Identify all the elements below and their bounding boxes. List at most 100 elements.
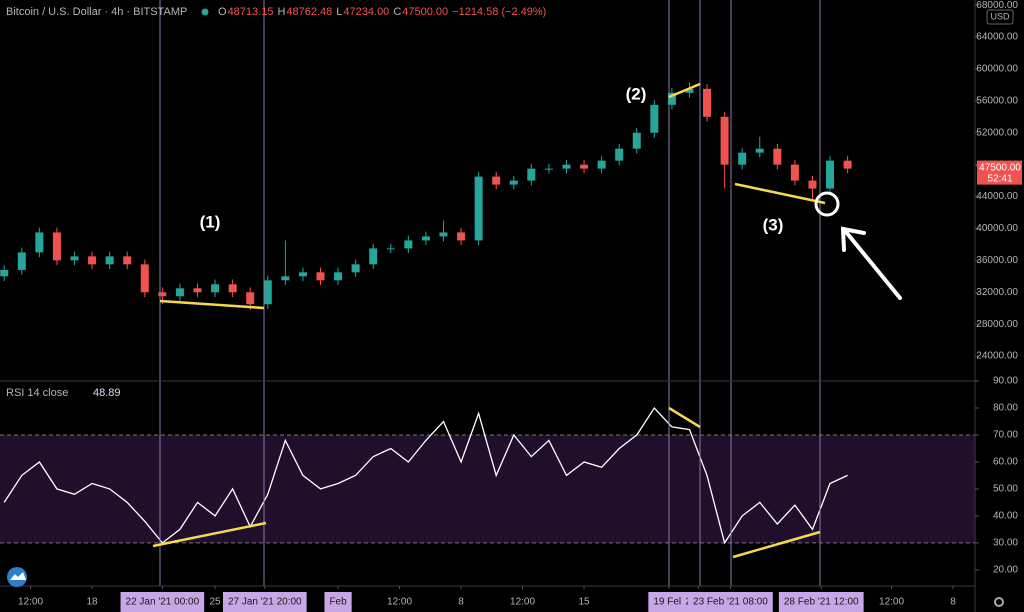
candle-body bbox=[562, 164, 571, 169]
y-tick-label: 32000.00 bbox=[976, 287, 1018, 298]
candle-body bbox=[527, 168, 536, 181]
y-tick-label: 90.00 bbox=[993, 376, 1018, 387]
candle-body bbox=[386, 248, 395, 250]
y-tick-label: 40.00 bbox=[993, 511, 1018, 522]
y-tick-label: 56000.00 bbox=[976, 95, 1018, 106]
candle-body bbox=[755, 148, 764, 153]
y-tick-label: 30.00 bbox=[993, 538, 1018, 549]
candle-body bbox=[211, 284, 220, 293]
x-tick-label: 12:00 bbox=[387, 597, 412, 608]
y-tick-label: 60.00 bbox=[993, 457, 1018, 468]
rsi-line bbox=[3, 406, 848, 545]
candle-body bbox=[70, 256, 79, 261]
y-tick-label: 36000.00 bbox=[976, 255, 1018, 266]
candle-body bbox=[369, 248, 378, 265]
candle-body bbox=[703, 88, 712, 117]
price-tag-price: 47500.00 bbox=[979, 162, 1021, 173]
x-tick-highlight bbox=[222, 592, 307, 612]
x-tick-label: 12:00 bbox=[510, 597, 535, 608]
y-tick-label: 52000.00 bbox=[976, 127, 1018, 138]
y-tick-label: 70.00 bbox=[993, 430, 1018, 441]
candle-body bbox=[808, 180, 817, 189]
candle-body bbox=[175, 288, 184, 297]
candle-body bbox=[509, 180, 518, 185]
candle-body bbox=[298, 272, 307, 277]
candle-body bbox=[826, 160, 835, 189]
candle-body bbox=[35, 232, 44, 253]
candle-body bbox=[105, 256, 114, 265]
x-tick-label: 19 Feb bbox=[653, 597, 685, 608]
candle-body bbox=[738, 152, 747, 165]
x-tick-label: 12:00 bbox=[18, 597, 43, 608]
ohlc-label: H bbox=[277, 6, 285, 18]
annotation: (2) bbox=[626, 84, 647, 103]
rsi-band bbox=[0, 434, 975, 543]
x-tick-label: 23 Feb '21 08:00 bbox=[693, 597, 768, 608]
y-tick-label: 24000.00 bbox=[976, 351, 1018, 362]
y-tick-label: 28000.00 bbox=[976, 319, 1018, 330]
candle-body bbox=[720, 116, 729, 165]
ohlc-value: 48713.15 bbox=[228, 6, 274, 18]
highlight-circle bbox=[814, 191, 840, 217]
candle-body bbox=[351, 264, 360, 273]
settings-icon[interactable] bbox=[994, 597, 1004, 607]
candle-body bbox=[597, 160, 606, 169]
y-tick-label: 60000.00 bbox=[976, 64, 1018, 75]
x-tick-label: 27 Jan '21 20:00 bbox=[228, 597, 302, 608]
symbol: Bitcoin / U.S. Dollar · 4h · BITSTAMP bbox=[6, 6, 187, 18]
logo-mark bbox=[10, 572, 26, 580]
x-tick-highlight bbox=[688, 592, 773, 612]
x-tick-highlight bbox=[648, 592, 690, 612]
candle-body bbox=[334, 272, 343, 281]
candle-body bbox=[843, 160, 852, 169]
rsi-value: 48.89 bbox=[93, 387, 121, 399]
candle-body bbox=[790, 164, 799, 181]
x-tick-highlight bbox=[324, 592, 352, 612]
candle-body bbox=[123, 256, 132, 265]
trend-lines bbox=[152, 82, 826, 559]
candle-body bbox=[650, 104, 659, 133]
candle-body bbox=[263, 280, 272, 305]
y-tick-label: 44000.00 bbox=[976, 191, 1018, 202]
change: −1214.58 (−2.49%) bbox=[452, 6, 546, 18]
candle-body bbox=[685, 88, 694, 93]
rsi-name: RSI 14 close bbox=[6, 387, 68, 399]
y-tick-label: 40000.00 bbox=[976, 223, 1018, 234]
y-tick-label: 68000.00 bbox=[976, 0, 1018, 11]
x-tick-label: 25 bbox=[210, 597, 222, 608]
x-tick-label: 8 bbox=[458, 597, 464, 608]
ohlc-value: 47500.00 bbox=[402, 6, 448, 18]
status-dot bbox=[201, 8, 209, 16]
candle-body bbox=[88, 256, 97, 265]
currency-box bbox=[986, 9, 1014, 25]
y-tick-label: 80.00 bbox=[993, 403, 1018, 414]
x-tick-label: 12:00 bbox=[879, 597, 904, 608]
candle-body bbox=[158, 292, 167, 297]
candle-body bbox=[615, 148, 624, 161]
annotation: (1) bbox=[200, 212, 221, 231]
candle-body bbox=[421, 236, 430, 241]
y-tick-label: 20.00 bbox=[993, 565, 1018, 576]
candle-body bbox=[316, 272, 325, 281]
x-tick-label: Feb bbox=[329, 597, 347, 608]
candle-body bbox=[0, 269, 9, 277]
ohlc-label: L bbox=[336, 6, 342, 18]
candle-body bbox=[193, 288, 202, 293]
x-tick-label: 28 Feb '21 12:00 bbox=[784, 597, 859, 608]
ohlc-value: 47234.00 bbox=[343, 6, 389, 18]
price-tag bbox=[977, 160, 1022, 185]
candle-body bbox=[140, 264, 149, 293]
candle-body bbox=[580, 164, 589, 169]
ohlc-label: O bbox=[218, 6, 227, 18]
x-tick-label: 15 bbox=[578, 597, 590, 608]
x-tick-label: 8 bbox=[950, 597, 956, 608]
candle-body bbox=[474, 176, 483, 241]
arrow bbox=[840, 226, 902, 300]
ohlc-value: 48762.48 bbox=[286, 6, 332, 18]
y-tick-label: 50.00 bbox=[993, 484, 1018, 495]
candle-body bbox=[52, 232, 61, 261]
candle-body bbox=[632, 132, 641, 149]
candle-body bbox=[667, 92, 676, 105]
x-tick-label: 22 Jan '21 00:00 bbox=[126, 597, 200, 608]
